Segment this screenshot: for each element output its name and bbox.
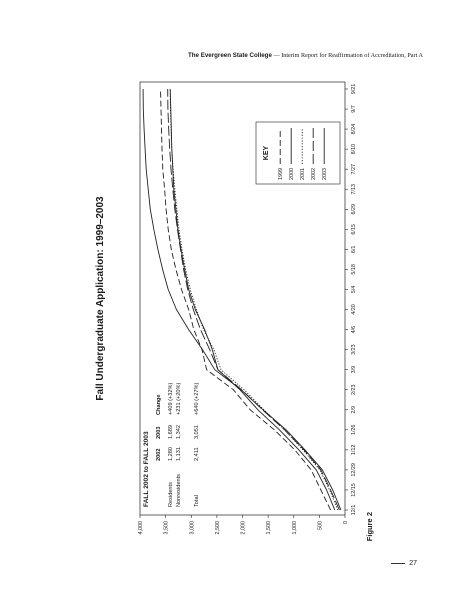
inset-header: Change <box>156 394 162 415</box>
legend-label-2002: 2002 <box>311 168 317 180</box>
date-tick-label: 6/29 <box>351 204 357 215</box>
legend-label-1999: 1999 <box>278 168 284 180</box>
date-tick-label: 2/23 <box>351 384 357 395</box>
inset-total-cell: 2,411 <box>194 447 200 461</box>
value-tick-label: 3,000 <box>189 521 195 535</box>
date-tick-label: 3/9 <box>351 366 357 374</box>
series-line-2002 <box>167 88 340 511</box>
inset-total-cell: Total <box>194 495 200 507</box>
inset-table-title: FALL 2002 to FALL 2003 <box>143 431 150 507</box>
value-tick-label: 4,000 <box>138 521 144 535</box>
date-tick-label: 4/6 <box>351 326 357 334</box>
legend-label-2000: 2000 <box>289 168 295 180</box>
date-tick-label: 1/12 <box>351 445 357 456</box>
date-tick-label: 2/9 <box>351 406 357 414</box>
running-header: The Evergreen State College — Interim Re… <box>188 52 423 59</box>
date-tick-label: 6/1 <box>351 246 357 254</box>
legend-title: KEY <box>263 145 270 160</box>
page-footer: 27 <box>391 560 417 567</box>
date-tick-label: 5/4 <box>351 286 357 294</box>
date-tick-label: 8/24 <box>351 124 357 135</box>
inset-cell: Residents <box>168 482 174 507</box>
date-tick-label: 4/20 <box>351 304 357 315</box>
date-tick-label: 12/29 <box>351 463 357 477</box>
series-line-1999 <box>160 88 332 511</box>
inset-header: 2003 <box>156 427 162 439</box>
series-line-2001 <box>169 88 339 511</box>
legend-label-2003: 2003 <box>322 168 328 180</box>
value-tick-label: 0 <box>343 521 349 524</box>
inset-table: FALL 2002 to FALL 2003 2002 2003 Change Resi… <box>143 383 200 507</box>
value-tick-label: 1,000 <box>292 521 298 535</box>
inset-total-cell: 3,051 <box>194 425 200 439</box>
date-tick-label: 3/23 <box>351 344 357 355</box>
chart-legend: KEY 1999 2000 2001 2002 2003 <box>255 121 341 185</box>
date-tick-label: 7/27 <box>351 164 357 175</box>
value-tick-label: 1,500 <box>266 521 272 535</box>
footer-rule <box>391 563 406 564</box>
date-tick-label: 12/15 <box>351 483 357 497</box>
chart-title: Fall Undergraduate Application: 1999–200… <box>95 196 106 401</box>
date-tick-label: 6/15 <box>351 224 357 235</box>
inset-cell: 1,342 <box>176 425 182 439</box>
series-line-2003 <box>142 88 342 511</box>
value-tick-label: 500 <box>317 521 323 530</box>
figure-label: Figure 2 <box>365 512 374 541</box>
date-tick-label: 9/7 <box>351 105 357 113</box>
date-tick-label: 12/1 <box>351 505 357 516</box>
legend-box <box>255 121 341 185</box>
value-tick-label: 3,500 <box>164 521 170 535</box>
date-tick-label: 9/21 <box>351 84 357 95</box>
date-tick-label: 8/10 <box>351 144 357 155</box>
legend-label-2001: 2001 <box>300 168 306 180</box>
inset-cell: +409 (+32%) <box>168 383 174 415</box>
inset-cell: +231 (+20%) <box>176 383 182 415</box>
value-tick-label: 2,500 <box>215 521 221 535</box>
date-tick-label: 1/26 <box>351 425 357 436</box>
inset-cell: 1,689 <box>168 425 174 439</box>
value-tick-label: 2,000 <box>241 521 247 535</box>
inset-cell: Nonresidents <box>176 474 182 507</box>
page-number: 27 <box>409 560 417 567</box>
series-line-2000 <box>169 88 336 511</box>
header-rest: — Interim Report for Reaffirmation of Ac… <box>271 52 423 59</box>
date-tick-label: 5/18 <box>351 264 357 275</box>
inset-cell: 1,280 <box>168 447 174 461</box>
header-college: The Evergreen State College <box>188 52 272 59</box>
inset-total-cell: +640 (+27%) <box>194 383 200 415</box>
inset-cell: 1,131 <box>176 447 182 461</box>
date-tick-label: 7/13 <box>351 184 357 195</box>
inset-header: 2002 <box>156 449 162 461</box>
